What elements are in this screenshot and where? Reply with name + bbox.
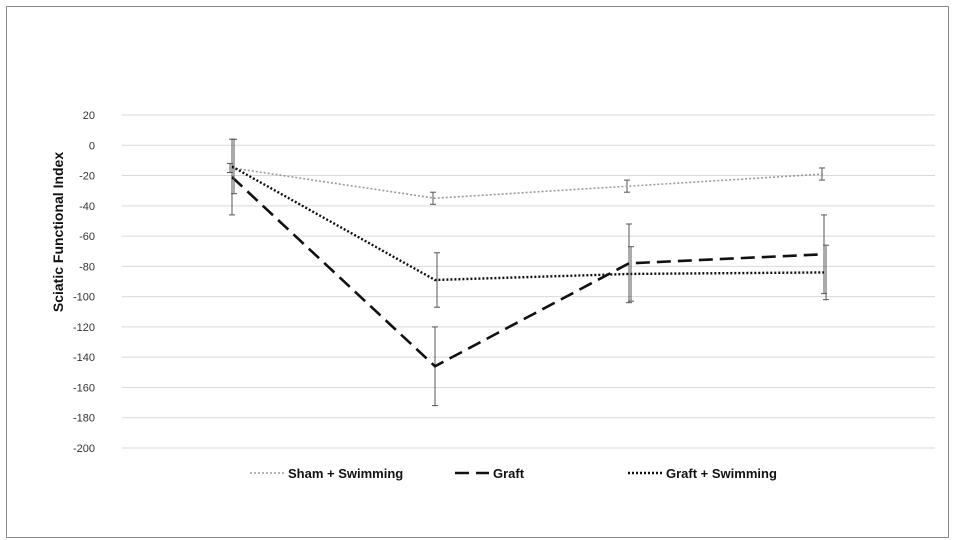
legend: Sham + Swimming Graft Graft + Swimming [250, 466, 777, 481]
y-tick-label: -120 [73, 322, 95, 334]
y-tick-label: -40 [79, 201, 95, 213]
series-sham-swimming [227, 162, 825, 205]
series-line [231, 176, 825, 368]
y-tick-label: -160 [73, 382, 95, 394]
y-tick-label: -200 [73, 443, 95, 455]
y-tick-label: -60 [79, 231, 95, 243]
series-lines [227, 138, 829, 407]
chart-frame: 20 0 -20 -40 -60 -80 -100 -120 -140 -160 -180 -200 … [6, 6, 949, 538]
series-line [231, 165, 825, 282]
legend-label: Sham + Swimming [288, 466, 403, 481]
y-tick-label: -140 [73, 352, 95, 364]
y-axis-ticks: 20 0 -20 -40 -60 -80 -100 -120 -140 -160 -180 -200 [73, 110, 95, 455]
y-tick-label: -100 [73, 292, 95, 304]
y-tick-label: -180 [73, 413, 95, 425]
series-graft-swimming [231, 138, 829, 308]
y-tick-label: 0 [89, 140, 95, 152]
line-chart: 200-20-40-60-80-100-120-140-160-180-200 … [50, 110, 935, 481]
legend-label: Graft + Swimming [666, 466, 777, 481]
series-line [231, 167, 825, 200]
series-graft [229, 138, 827, 407]
y-tick-label: 20 [83, 110, 95, 122]
legend-label: Graft [493, 466, 525, 481]
y-tick-label: -80 [79, 261, 95, 273]
y-tick-label: -20 [79, 171, 95, 183]
y-axis-label: Sciatic Functional Index [50, 152, 66, 312]
gridlines [122, 114, 935, 449]
